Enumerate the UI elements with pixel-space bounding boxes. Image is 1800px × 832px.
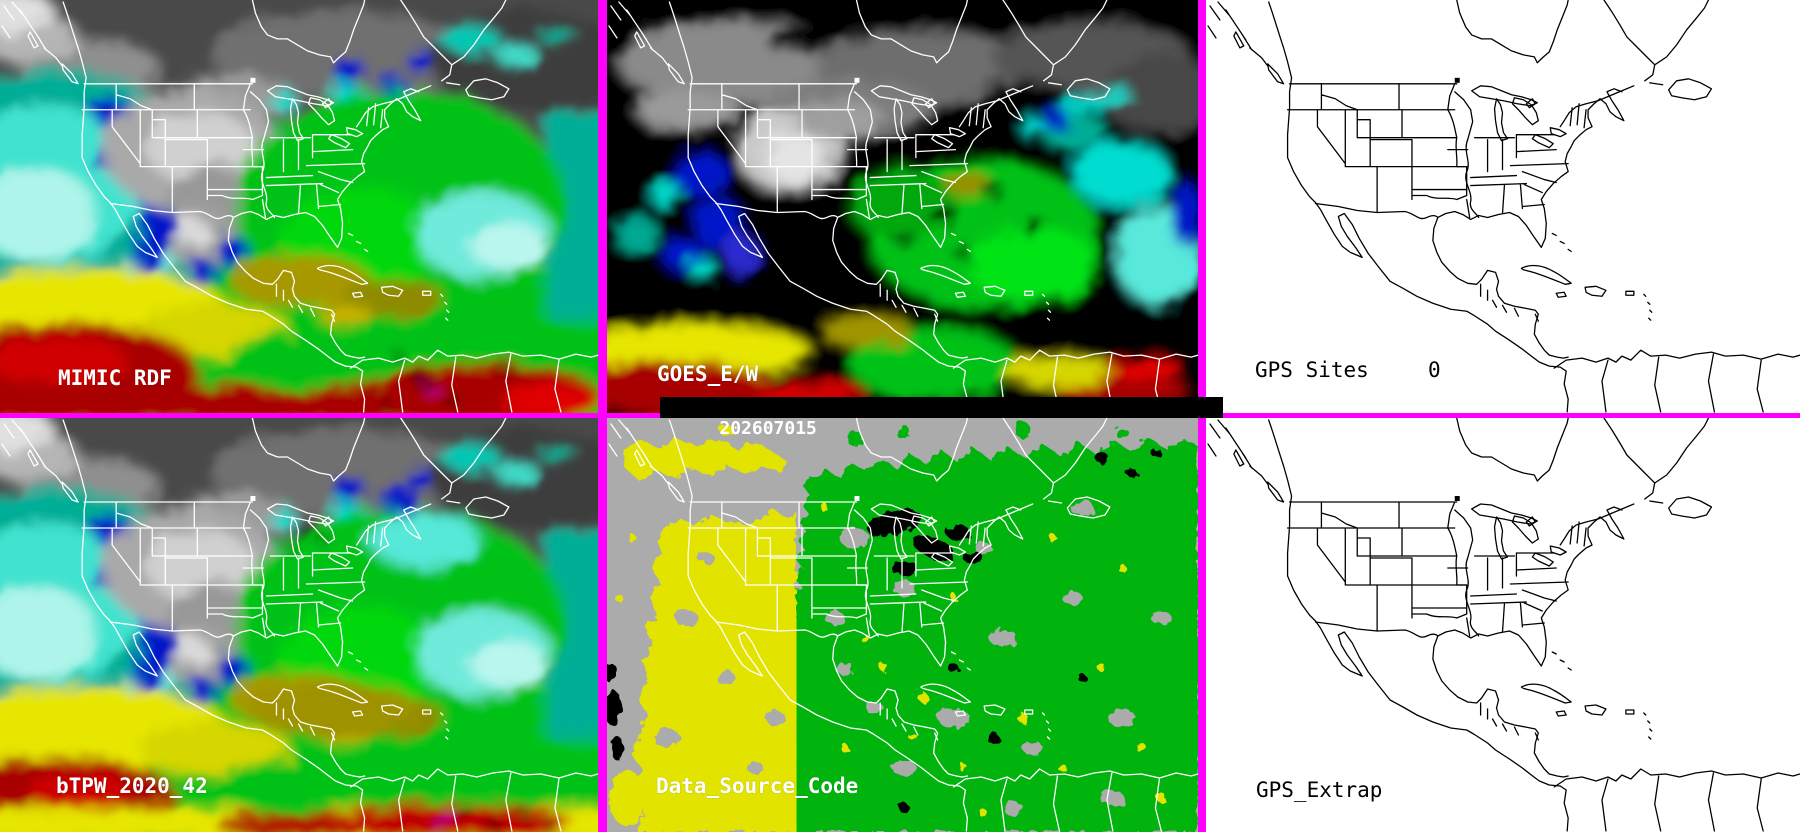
timestamp-text: 202607015 (719, 418, 817, 439)
panel-goes-ew: GOES_E/W (607, 0, 1198, 413)
gps-extrap-map-image (1207, 418, 1800, 832)
data-source-code-map-image (607, 418, 1198, 832)
panel-label-data-source-code: Data_Source_Code (656, 774, 859, 798)
panel-label-btpw: bTPW_2020_42 (56, 774, 208, 798)
map-outline (1207, 0, 1800, 413)
panel-gps-sites: GPS Sites 0 (1206, 0, 1800, 413)
timestamp-bar: 202607015 (660, 397, 1223, 439)
panel-btpw: bTPW_2020_42 (0, 418, 598, 832)
gps-sites-count: 0 (1428, 358, 1441, 382)
panel-gps-extrap: GPS_Extrap (1206, 418, 1800, 832)
panel-label-gps-sites: GPS Sites (1255, 358, 1369, 382)
gps-sites-map-image (1207, 0, 1800, 413)
panel-mimic-rdf: MIMIC RDF (0, 0, 598, 413)
goes-ew-map-image (607, 0, 1198, 413)
panel-label-goes-ew: GOES_E/W (657, 362, 759, 386)
panel-label-gps-extrap: GPS_Extrap (1256, 778, 1383, 802)
mimic-rdf-map-image (0, 0, 598, 413)
map-outline (1207, 418, 1800, 832)
panel-label-mimic-rdf: MIMIC RDF (58, 366, 172, 390)
btpw-map-image (0, 418, 598, 832)
panel-data-source-code: Data_Source_Code (607, 418, 1198, 832)
